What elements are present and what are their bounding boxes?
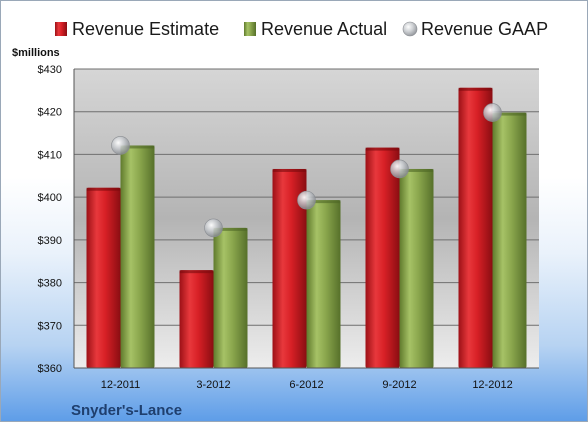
gaap-marker <box>297 190 316 210</box>
gaap-marker <box>111 136 130 155</box>
legend-label: Revenue GAAP <box>421 19 548 39</box>
y-tick-label: $420 <box>38 107 62 119</box>
y-tick-label: $380 <box>38 278 62 290</box>
bars <box>86 87 527 369</box>
legend: Revenue Estimate Revenue Actual Revenue GA… <box>55 19 548 39</box>
x-tick-label: 12-2011 <box>101 379 141 391</box>
estimate-bar-cap <box>365 147 400 151</box>
y-tick-label: $400 <box>38 192 62 204</box>
x-tick-label: 12-2012 <box>472 379 512 391</box>
actual-bar-cap <box>492 112 527 116</box>
actual-bar-cap <box>120 145 155 149</box>
estimate-bar-cap <box>86 187 121 191</box>
legend-label: Revenue Actual <box>261 19 387 39</box>
gaap-marker <box>204 218 223 238</box>
company-label: Snyder's-Lance <box>71 402 182 419</box>
legend-swatch <box>402 21 418 37</box>
y-tick-label: $430 <box>38 64 62 76</box>
estimate-bar-cap <box>458 87 493 91</box>
y-axis: $360 $370 $380 $390 $400 $410 $420 $430 <box>38 64 539 375</box>
actual-bar-cap <box>213 227 248 231</box>
legend-label: Revenue Estimate <box>72 19 219 39</box>
gaap-marker <box>390 159 409 179</box>
y-unit-label: $millions <box>12 47 60 59</box>
actual-bar <box>399 168 434 368</box>
x-tick-label: 3-2012 <box>196 379 230 391</box>
estimate-bar <box>272 168 307 368</box>
actual-bar <box>492 112 527 368</box>
estimate-bar-cap <box>272 168 307 172</box>
actual-bar-cap <box>306 200 341 204</box>
y-tick-label: $370 <box>38 320 62 332</box>
x-axis: 12-2011 3-2012 6-2012 9-2012 12-2012 <box>101 379 513 391</box>
gaap-marker <box>483 103 502 122</box>
actual-bar <box>213 227 248 368</box>
estimate-bar <box>179 270 214 368</box>
y-tick-label: $360 <box>38 363 62 375</box>
legend-swatch <box>55 22 67 36</box>
estimate-bar <box>458 87 493 369</box>
estimate-bar <box>365 147 400 368</box>
estimate-bar <box>86 187 121 368</box>
estimate-bar-cap <box>179 270 214 274</box>
actual-bar <box>306 200 341 368</box>
x-tick-label: 6-2012 <box>289 379 323 391</box>
y-tick-label: $390 <box>38 235 62 247</box>
y-tick-label: $410 <box>38 149 62 161</box>
x-tick-label: 9-2012 <box>382 379 416 391</box>
legend-swatch <box>244 22 256 36</box>
actual-bar-cap <box>399 168 434 172</box>
actual-bar <box>120 145 155 368</box>
gaap-markers <box>111 103 502 238</box>
